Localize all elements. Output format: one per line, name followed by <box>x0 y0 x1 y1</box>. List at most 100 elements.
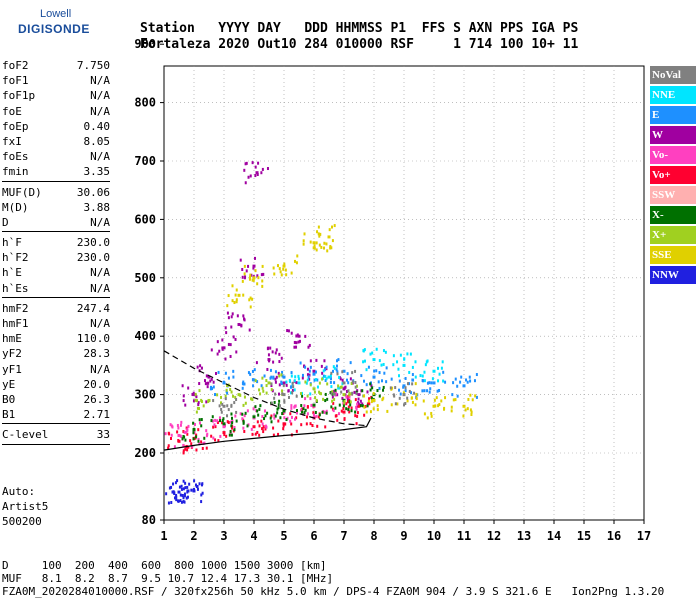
param-separator <box>2 443 110 445</box>
param-key: h`E <box>2 266 22 280</box>
data-point-cluster <box>295 416 298 420</box>
data-point-cluster <box>256 409 259 413</box>
data-point-cluster <box>347 405 350 409</box>
data-point-cluster <box>178 485 181 489</box>
data-point-cluster <box>176 423 179 427</box>
data-point-cluster <box>185 430 188 434</box>
data-point-cluster <box>282 267 285 271</box>
data-point-cluster <box>205 374 208 378</box>
data-point-cluster <box>399 392 402 396</box>
data-point <box>222 346 226 350</box>
data-point-cluster <box>289 419 292 423</box>
data-point-cluster <box>259 404 262 408</box>
data-point-cluster <box>421 389 424 393</box>
y-tick-label: 500 <box>134 271 156 285</box>
data-point-cluster <box>380 363 383 367</box>
data-point-cluster <box>349 403 352 407</box>
data-point <box>357 393 361 397</box>
param-key: MUF(D) <box>2 185 42 199</box>
data-point-cluster <box>229 343 232 347</box>
data-point-cluster <box>214 418 217 422</box>
data-point-cluster <box>440 399 443 403</box>
data-point-cluster <box>435 396 438 400</box>
data-point-cluster <box>224 357 227 361</box>
param-value: N/A <box>90 266 110 280</box>
data-point-cluster <box>224 424 227 428</box>
data-point-cluster <box>232 335 235 339</box>
data-point-cluster <box>261 279 264 283</box>
data-point-cluster <box>336 418 339 422</box>
data-point-cluster <box>249 174 252 178</box>
data-point-cluster <box>261 415 264 419</box>
data-point-cluster <box>235 350 238 354</box>
x-tick-label: 12 <box>487 529 501 543</box>
data-point-cluster <box>349 400 352 404</box>
data-point-cluster <box>187 386 190 390</box>
data-point-cluster <box>191 445 194 449</box>
data-point-cluster <box>243 276 246 280</box>
data-point-cluster <box>277 432 280 436</box>
param-row: C-level 33 <box>2 427 110 442</box>
footer-filename: FZA0M_2020284010000.RSF / 320fx256h 50 k… <box>2 585 665 598</box>
data-point-cluster <box>207 399 210 403</box>
data-point-cluster <box>389 386 392 390</box>
x-tick-label: 7 <box>340 529 347 543</box>
data-point-cluster <box>357 402 360 406</box>
data-point <box>222 425 226 429</box>
data-point-cluster <box>326 382 329 386</box>
data-point-cluster <box>200 483 203 487</box>
data-point <box>402 393 406 397</box>
param-value: 28.3 <box>83 347 111 361</box>
data-point-cluster <box>361 389 364 393</box>
data-point-cluster <box>330 392 333 396</box>
data-point-cluster <box>273 413 276 417</box>
data-point-cluster <box>291 381 294 385</box>
legend-item-noval: NoVal <box>650 66 696 84</box>
data-point-cluster <box>321 410 324 414</box>
data-point-cluster <box>270 384 273 388</box>
data-point-cluster <box>452 381 455 385</box>
data-point-cluster <box>323 241 326 245</box>
data-point-cluster <box>167 444 170 448</box>
data-point-cluster <box>254 256 257 260</box>
data-point-cluster <box>251 398 254 402</box>
data-point-cluster <box>295 411 298 415</box>
param-value: N/A <box>90 150 110 164</box>
data-point-cluster <box>469 393 472 397</box>
data-point-cluster <box>348 391 351 395</box>
data-point-cluster <box>450 405 453 409</box>
data-point-cluster <box>421 374 424 378</box>
data-point-cluster <box>263 374 266 378</box>
param-row: foF1p N/A <box>2 88 110 103</box>
data-point <box>252 425 256 429</box>
data-point-cluster <box>375 347 378 351</box>
data-point <box>252 378 256 382</box>
data-point <box>222 422 226 426</box>
data-point-cluster <box>280 273 283 277</box>
data-point-cluster <box>315 378 318 382</box>
data-point-cluster <box>369 410 372 414</box>
data-point-cluster <box>261 264 264 268</box>
data-point-cluster <box>195 435 198 439</box>
data-point-cluster <box>410 391 413 395</box>
data-point-cluster <box>197 401 200 405</box>
data-point-cluster <box>196 406 199 410</box>
data-point-cluster <box>341 382 344 386</box>
data-point-cluster <box>333 397 336 401</box>
data-point-cluster <box>398 396 401 400</box>
data-point-cluster <box>273 272 276 276</box>
data-point-cluster <box>325 242 328 246</box>
data-point-cluster <box>278 383 281 387</box>
data-point-cluster <box>204 382 207 386</box>
data-point-cluster <box>182 451 185 455</box>
data-point-cluster <box>359 399 362 403</box>
data-point-cluster <box>184 403 187 407</box>
data-point-cluster <box>186 490 189 494</box>
data-point-cluster <box>205 429 208 433</box>
data-point-cluster <box>295 409 298 413</box>
data-point-cluster <box>227 408 230 412</box>
data-point-cluster <box>170 433 173 437</box>
data-point-cluster <box>196 399 199 403</box>
data-point-cluster <box>182 479 185 483</box>
data-point-cluster <box>293 340 296 344</box>
